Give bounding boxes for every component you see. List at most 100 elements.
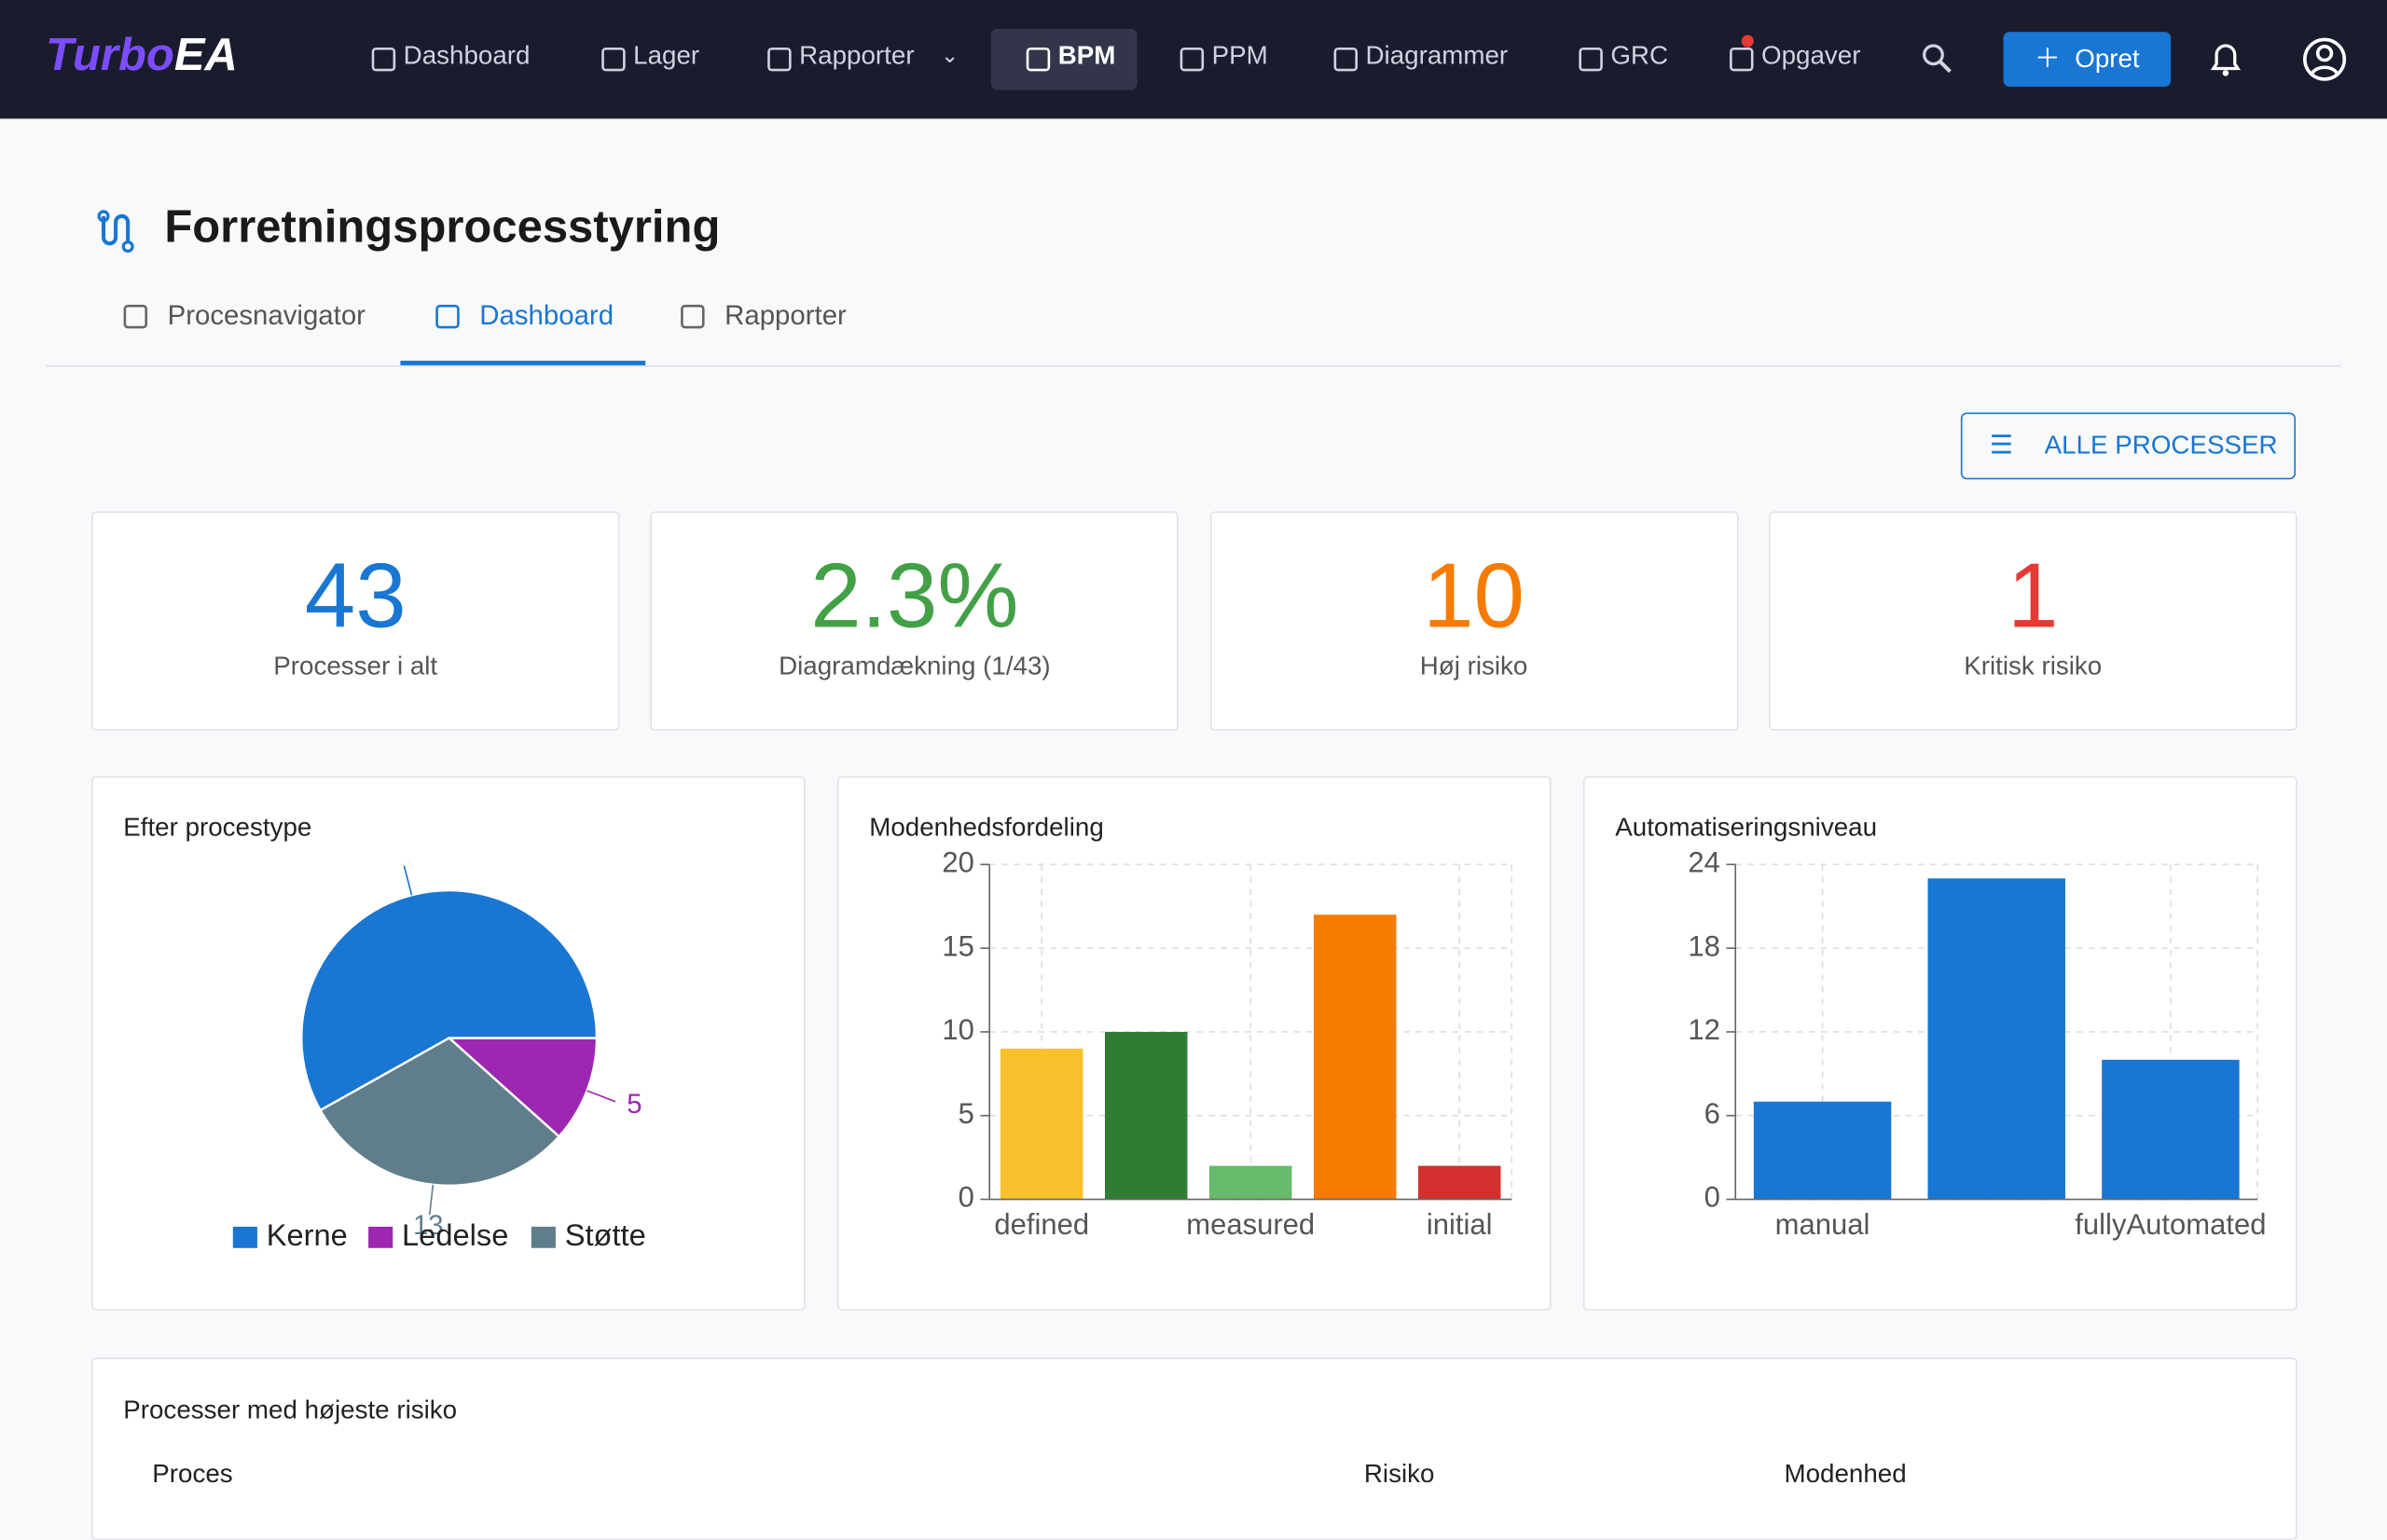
tab[interactable]: Dashboard — [479, 299, 614, 331]
legend-swatch — [368, 1226, 393, 1248]
bpm-icon — [97, 210, 134, 254]
leader-line — [586, 1090, 616, 1103]
kpi-card: 2.3% Diagramdækning (1/43) — [650, 511, 1180, 731]
bar — [1417, 1165, 1501, 1200]
logo[interactable]: TurboEA — [46, 31, 238, 83]
kpi-value: 43 — [304, 544, 407, 647]
kpi-value: 10 — [1423, 544, 1525, 647]
chart-title: Modenhedsfordeling — [869, 812, 1104, 842]
tab-icon — [435, 304, 460, 329]
chart: 5 13 25 Kerne Ledelse Støtte — [232, 837, 646, 1252]
bar — [1000, 1048, 1083, 1200]
nav-item[interactable]: Dashboard — [403, 41, 531, 71]
table-title: Processer med højeste risiko — [123, 1396, 458, 1425]
x-tick-label: manual — [1775, 1208, 1870, 1241]
icon-shape — [1180, 47, 1205, 72]
nav-item[interactable]: GRC — [1610, 41, 1669, 71]
x-tick-label: defined — [994, 1208, 1089, 1241]
bar — [1208, 1165, 1292, 1200]
y-tick-label: 24 — [1688, 846, 1719, 879]
tab[interactable]: Rapporter — [724, 299, 847, 331]
column-header: Proces — [152, 1459, 233, 1489]
chart: 0 5 10 15 20 defined measured initial — [942, 846, 1513, 1241]
nav-item[interactable]: Opgaver — [1760, 41, 1861, 71]
pie-label: 5 — [627, 1089, 642, 1120]
y-tick-label: 0 — [959, 1181, 974, 1214]
chart: 0 6 12 18 24 manual fullyAutomated — [1688, 846, 2266, 1242]
y-tick-label: 6 — [1704, 1097, 1720, 1130]
bar — [1927, 878, 2065, 1200]
pie-slice — [318, 1036, 561, 1188]
tab-indicator — [400, 360, 646, 365]
tab-divider — [45, 364, 2342, 367]
kpi-value: 2.3% — [810, 544, 1019, 647]
nav-item[interactable]: BPM — [1057, 41, 1116, 71]
bar — [2102, 1059, 2240, 1200]
logo-b: EA — [173, 30, 238, 81]
icon-shape — [371, 47, 396, 72]
nav-item[interactable]: Rapporter — [799, 41, 915, 71]
icon-shape — [435, 304, 460, 329]
user-icon[interactable] — [2302, 36, 2348, 82]
y-tick-label: 20 — [942, 846, 974, 879]
column-header: Modenhed — [1784, 1459, 1907, 1489]
page-title: Forretningsprocesstyring — [164, 202, 721, 254]
nav-icon — [1579, 47, 1603, 72]
create-label: Opret — [2075, 44, 2140, 74]
chart-card: 0 5 10 15 20 defined measured initial Modenhedsf… — [836, 776, 1552, 1311]
kpi-card: 43 Processer i alt — [90, 511, 620, 731]
x-tick-label: measured — [1186, 1208, 1315, 1241]
nav-chevron: ⌄ — [940, 42, 959, 67]
nav-item[interactable]: Diagrammer — [1365, 41, 1509, 71]
kpi-label: Diagramdækning (1/43) — [779, 651, 1051, 681]
column-header: Risiko — [1363, 1459, 1435, 1489]
kpi-label: Høj risiko — [1419, 651, 1528, 681]
icon-shape — [1579, 47, 1603, 72]
pie-slice — [300, 888, 599, 1112]
task-dot — [1741, 34, 1754, 48]
y-tick-label: 15 — [942, 929, 974, 962]
button-label: ALLE PROCESSER — [2044, 431, 2278, 461]
create-button[interactable]: ＋ Opret — [2003, 32, 2172, 88]
tab[interactable]: Procesnavigator — [167, 299, 366, 331]
top-bar: TurboEA ＋ Opret — [0, 0, 2387, 119]
leader-line — [403, 865, 413, 896]
icon-shape — [1026, 47, 1051, 72]
icon-shape — [1333, 47, 1358, 72]
logo-a: Turbo — [45, 30, 174, 81]
legend-label: Støtte — [565, 1217, 646, 1252]
nav-icon — [601, 47, 626, 72]
risk-table: Processer med højeste risiko Proces Risik… — [90, 1357, 2297, 1540]
pie-label: 25 — [386, 837, 417, 868]
pie: 5 13 25 — [300, 837, 642, 1241]
legend-swatch — [232, 1226, 257, 1248]
leader-line — [428, 1184, 435, 1216]
nav-icon — [767, 47, 792, 72]
icon-shape — [1730, 47, 1754, 72]
nav-item[interactable]: Lager — [633, 41, 700, 71]
nav-icon — [1333, 47, 1358, 72]
pie-label: 13 — [413, 1210, 444, 1241]
y-tick-label: 18 — [1688, 929, 1719, 962]
y-tick-label: 0 — [1704, 1181, 1720, 1214]
y-tick-label: 12 — [1688, 1013, 1719, 1046]
legend-label: Ledelse — [402, 1217, 508, 1252]
kpi-card: 1 Kritisk risiko — [1768, 511, 2297, 731]
icon-shape — [123, 304, 148, 329]
nav-item[interactable]: PPM — [1211, 41, 1268, 71]
kpi-label: Kritisk risiko — [1964, 651, 2103, 681]
nav-active-bg — [990, 29, 1138, 90]
legend-swatch — [531, 1226, 556, 1248]
bell-icon[interactable] — [2207, 39, 2243, 78]
search-icon[interactable] — [1921, 43, 1954, 76]
legend-label: Kerne — [267, 1217, 348, 1252]
chart-card: 5 13 25 Kerne Ledelse Støtte Efter procestype — [90, 776, 806, 1311]
y-tick-label: 10 — [942, 1013, 974, 1046]
nav-icon — [371, 47, 396, 72]
nav-icon — [1026, 47, 1051, 72]
kpi-label: Processer i alt — [273, 651, 438, 681]
all-processes-button[interactable]: ☰ ALLE PROCESSER — [1960, 412, 2297, 480]
chart-title: Automatiseringsniveau — [1615, 812, 1878, 842]
kpi-value: 1 — [2007, 544, 2059, 647]
